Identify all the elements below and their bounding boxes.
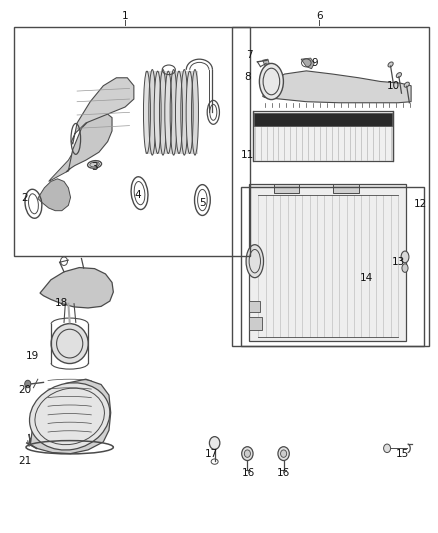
Polygon shape [29, 379, 111, 454]
Bar [254, 113, 392, 126]
Bar [249, 184, 406, 341]
Polygon shape [71, 78, 134, 144]
Bar [249, 301, 260, 312]
Text: 20: 20 [18, 385, 31, 395]
Text: 5: 5 [199, 198, 206, 208]
Ellipse shape [29, 383, 110, 450]
Text: 9: 9 [312, 59, 318, 68]
Polygon shape [40, 268, 113, 308]
Ellipse shape [144, 71, 150, 154]
Text: 17: 17 [205, 449, 218, 458]
Polygon shape [66, 112, 112, 172]
Text: 7: 7 [246, 50, 253, 60]
Text: 1: 1 [122, 11, 128, 21]
Bar [145, 71, 198, 154]
Text: 2: 2 [21, 193, 28, 204]
Polygon shape [263, 71, 411, 103]
Ellipse shape [259, 63, 283, 100]
Text: 4: 4 [135, 190, 141, 200]
Text: 16: 16 [242, 468, 255, 478]
Polygon shape [49, 136, 92, 181]
Text: 18: 18 [54, 297, 67, 308]
Text: 12: 12 [414, 199, 427, 209]
Ellipse shape [401, 251, 409, 263]
Text: 16: 16 [277, 468, 290, 478]
Bar [249, 317, 262, 330]
Ellipse shape [396, 72, 402, 78]
Ellipse shape [154, 71, 161, 154]
Ellipse shape [51, 324, 88, 364]
Circle shape [384, 444, 391, 453]
Bar [274, 183, 299, 193]
Bar [333, 183, 359, 193]
Text: 6: 6 [316, 11, 323, 21]
Polygon shape [263, 59, 269, 66]
Text: 3: 3 [91, 161, 98, 172]
Text: 15: 15 [396, 449, 409, 458]
Text: 13: 13 [392, 257, 405, 267]
Bar [253, 111, 393, 161]
Text: 14: 14 [360, 273, 373, 283]
Ellipse shape [404, 82, 410, 87]
Ellipse shape [176, 71, 183, 154]
Circle shape [244, 450, 251, 457]
Circle shape [278, 447, 289, 461]
Circle shape [25, 380, 31, 387]
Ellipse shape [165, 71, 172, 154]
Ellipse shape [90, 162, 99, 167]
Polygon shape [38, 179, 71, 211]
Ellipse shape [388, 62, 393, 67]
Text: 19: 19 [25, 351, 39, 361]
Bar [14, 27, 250, 256]
Text: 11: 11 [241, 150, 254, 160]
Ellipse shape [186, 71, 193, 154]
Circle shape [281, 450, 287, 457]
Bar [232, 27, 428, 346]
Ellipse shape [246, 245, 264, 278]
Circle shape [242, 447, 253, 461]
Text: 10: 10 [387, 81, 400, 91]
Text: 21: 21 [18, 456, 32, 465]
Ellipse shape [402, 264, 408, 272]
Text: 8: 8 [244, 72, 251, 82]
Polygon shape [301, 58, 314, 69]
Circle shape [209, 437, 220, 449]
Bar [241, 187, 424, 346]
